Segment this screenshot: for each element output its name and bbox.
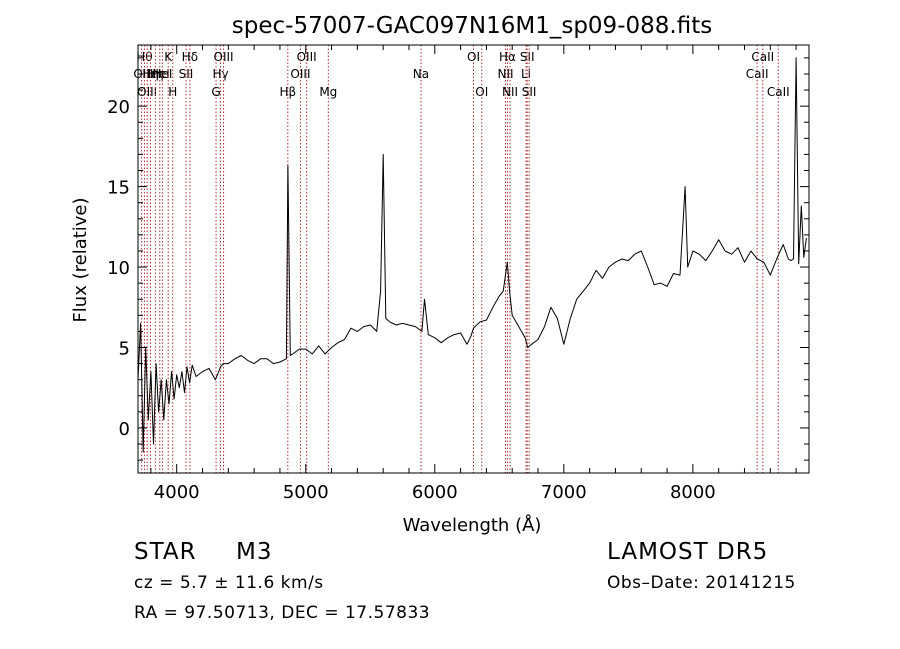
line-label: OIII	[214, 50, 234, 64]
x-tick-label: 8000	[670, 482, 716, 503]
line-label: CaII	[751, 50, 774, 64]
x-axis-label: Wavelength (Å)	[403, 514, 542, 536]
line-label: Hη	[142, 67, 159, 81]
y-tick-label: 5	[119, 338, 130, 359]
observation-date: Obs–Date: 20141215	[607, 573, 796, 593]
line-label: NII	[497, 67, 513, 81]
line-label: H	[168, 85, 177, 99]
line-label: Hδ	[182, 50, 198, 64]
x-tick-label: 5000	[283, 482, 329, 503]
y-tick-label: 0	[119, 419, 130, 440]
line-label: CaII	[746, 67, 769, 81]
y-axis-label: Flux (relative)	[70, 197, 91, 322]
object-subclass: M3	[236, 539, 273, 565]
line-label: SII	[522, 85, 537, 99]
line-label: OI	[467, 50, 480, 64]
line-label: OI	[475, 85, 488, 99]
x-tick-label: 7000	[541, 482, 587, 503]
spectrum-series	[137, 57, 807, 453]
line-label: SII	[179, 67, 194, 81]
survey-name: LAMOST DR5	[607, 539, 769, 565]
line-label: OIII	[297, 50, 317, 64]
object-class: STAR	[134, 539, 197, 565]
line-label: HeI	[152, 67, 172, 81]
line-label: SII	[520, 50, 535, 64]
plot-frame	[137, 44, 810, 474]
chart-title: spec-57007-GAC097N16M1_sp09-088.fits	[232, 13, 712, 39]
line-label: Hβ	[279, 85, 296, 99]
axes: 4000 5000 6000 7000 8000 0 5 10 15 20	[107, 45, 809, 503]
line-label: Hα	[499, 50, 516, 64]
x-tick-label: 6000	[412, 482, 458, 503]
line-label: Hθ	[136, 50, 152, 64]
redshift-cz: cz = 5.7 ± 11.6 km/s	[134, 573, 324, 593]
spectrum-line	[137, 57, 807, 453]
line-label: Li	[521, 67, 531, 81]
x-tick-label: 4000	[154, 482, 200, 503]
line-label: OIII	[290, 67, 310, 81]
line-label: K	[164, 50, 173, 64]
line-label: G	[211, 85, 220, 99]
coordinates: RA = 97.50713, DEC = 17.57833	[134, 603, 431, 623]
line-label: HeI	[150, 67, 170, 81]
y-tick-label: 15	[107, 178, 130, 199]
line-label: NII	[502, 85, 518, 99]
line-label: OIII	[137, 85, 157, 99]
line-markers: OIIHθOIIIHηHηHeIHeIKHSIIHδGHγOIIIHβOIIIO…	[133, 45, 790, 473]
line-label: Na	[413, 67, 429, 81]
line-label: CaII	[767, 85, 790, 99]
y-tick-label: 10	[107, 258, 130, 279]
line-label: Hγ	[213, 67, 229, 81]
line-label: Mg	[319, 85, 337, 99]
y-tick-label: 20	[107, 97, 130, 118]
